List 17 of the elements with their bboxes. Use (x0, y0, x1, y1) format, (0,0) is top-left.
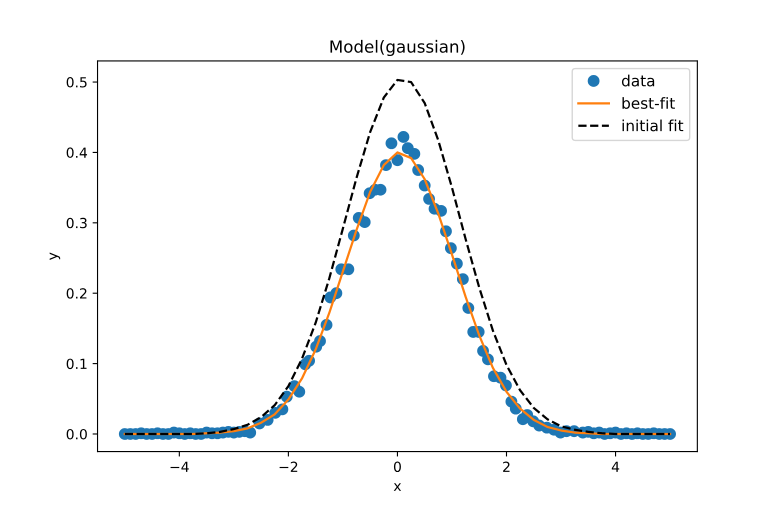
legend-label: initial fit (622, 120, 684, 132)
y-tick-label: 0.4 (66, 147, 88, 158)
x-tick-label: −2 (280, 462, 298, 472)
y-axis-title: y (50, 252, 60, 260)
chart-title: Model(gaussian) (330, 40, 465, 56)
y-tick-label: 0.0 (66, 428, 87, 440)
legend-label: best-fit (622, 97, 675, 109)
y-tick-label: 0.3 (66, 218, 87, 228)
y-tick-label: 0.1 (66, 358, 87, 370)
y-tick-label: 0.5 (66, 77, 87, 88)
y-tick-label: 0.2 (66, 288, 86, 299)
x-tick-label: 0 (394, 462, 401, 472)
x-tick-label: −4 (170, 462, 189, 472)
x-tick-label: 2 (503, 462, 510, 472)
x-tick-label: 4 (612, 462, 620, 472)
x-axis-title: x (394, 483, 402, 491)
legend-label: data (622, 74, 654, 87)
